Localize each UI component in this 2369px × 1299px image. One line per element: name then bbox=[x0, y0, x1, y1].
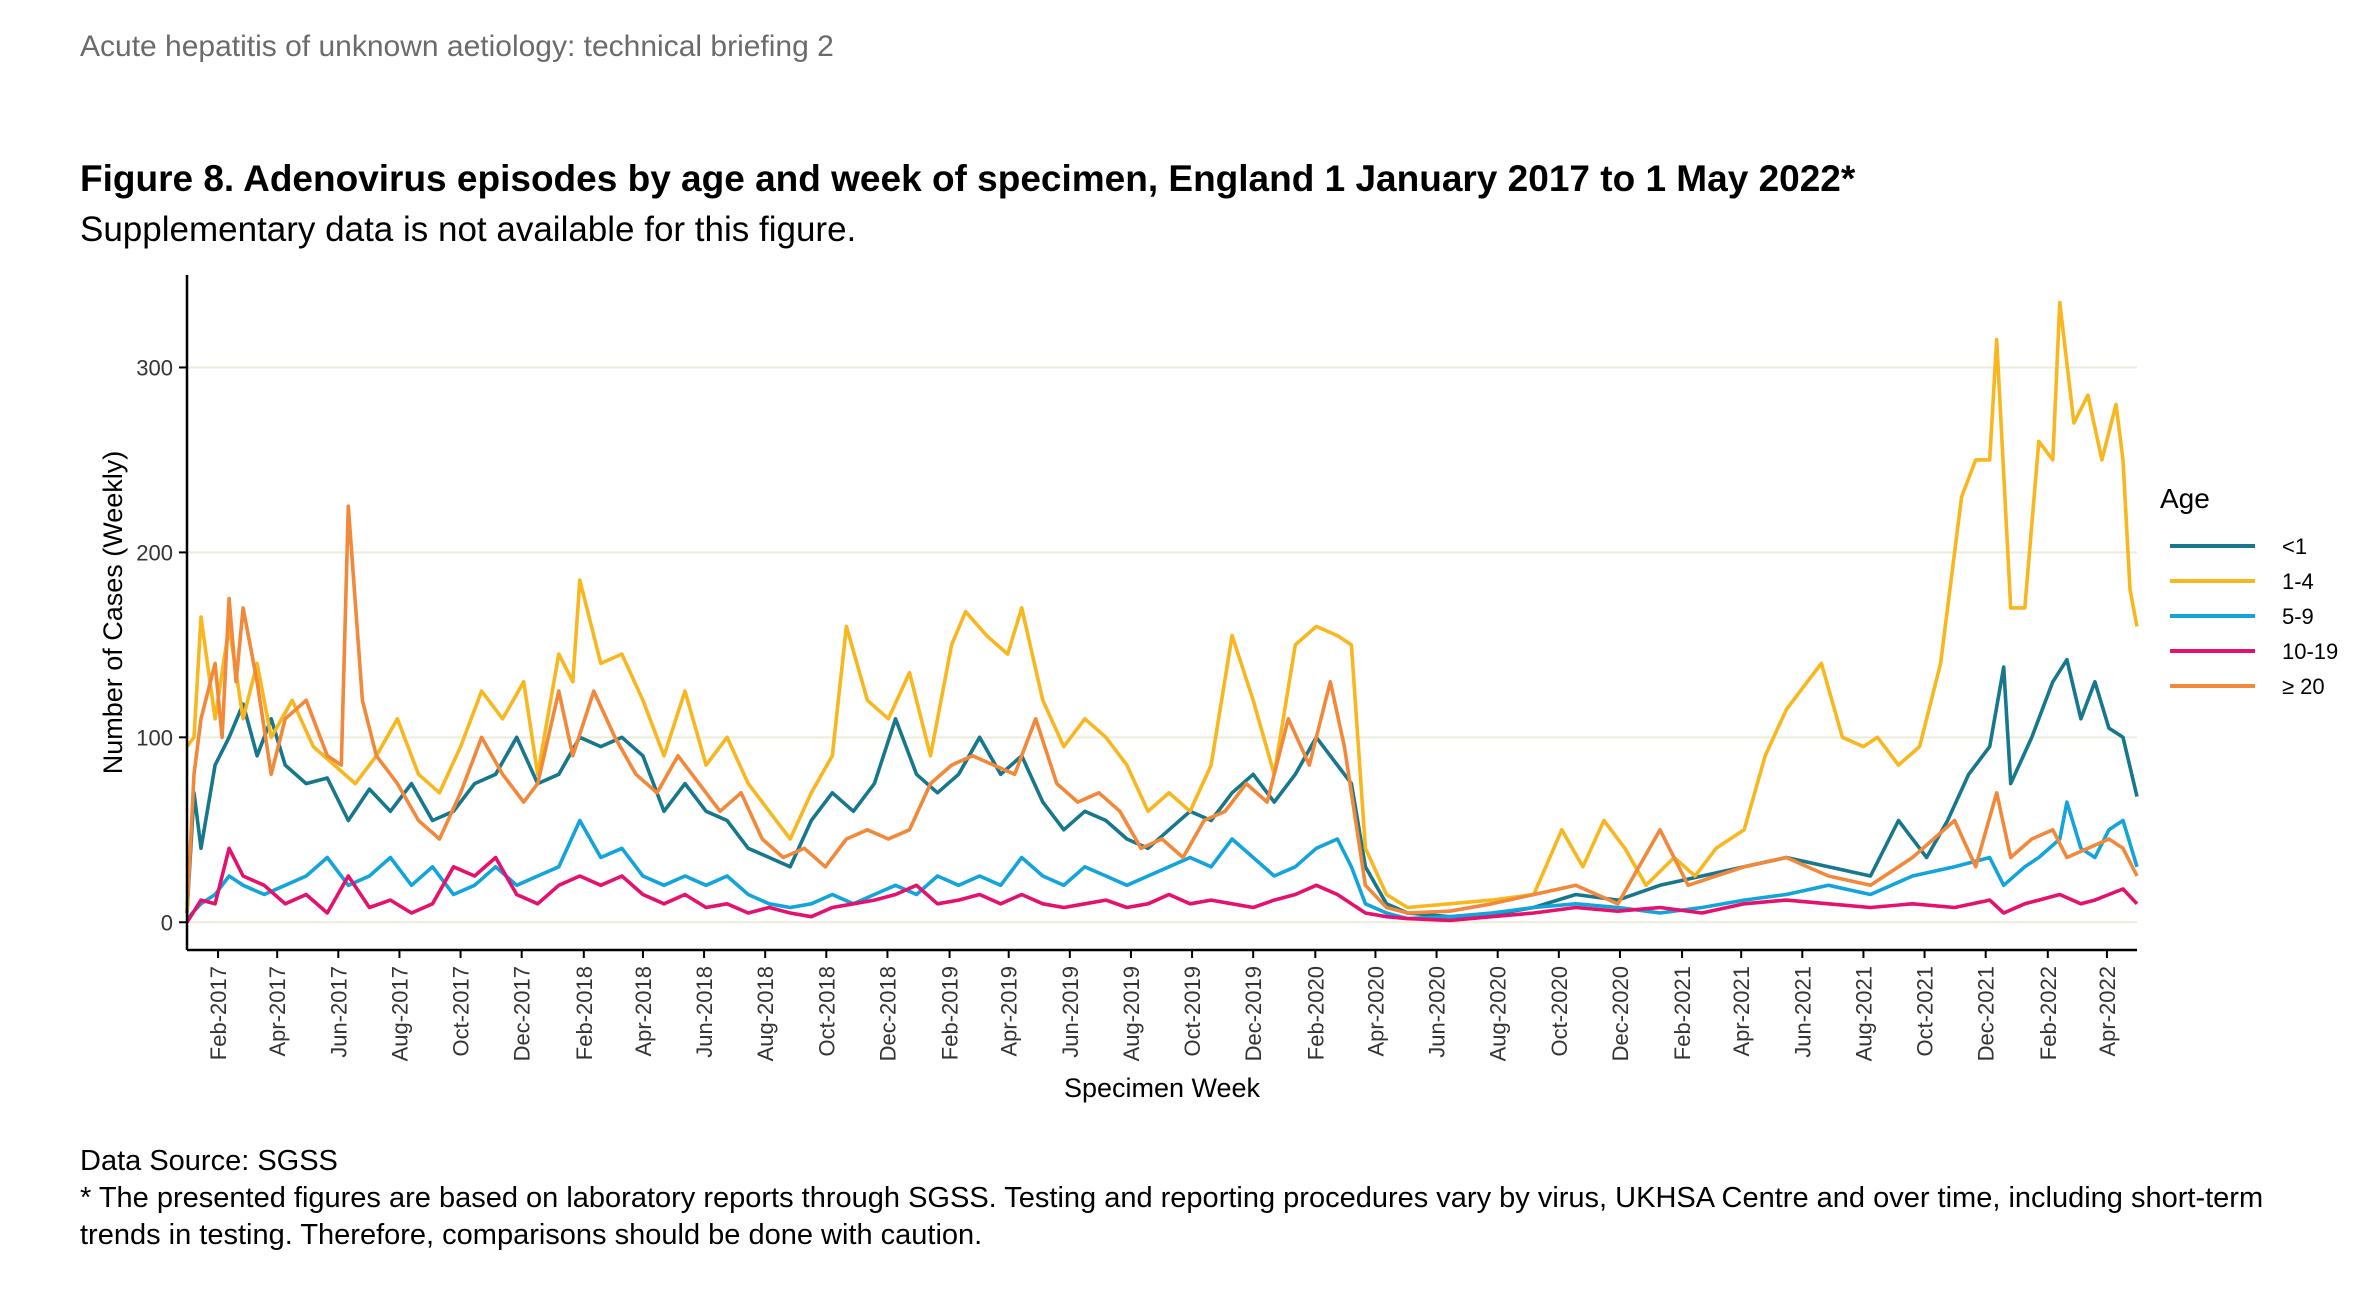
x-tick-label: Aug-2017 bbox=[387, 966, 412, 1061]
series-line-1 bbox=[185, 300, 2139, 910]
y-tick-label: 0 bbox=[161, 910, 173, 935]
x-tick-label: Feb-2019 bbox=[938, 966, 963, 1060]
x-tick-label: Oct-2021 bbox=[1913, 966, 1938, 1057]
grid-lines bbox=[187, 366, 2137, 924]
x-tick-label: Feb-2018 bbox=[572, 966, 597, 1060]
x-tick-label: Dec-2020 bbox=[1608, 966, 1633, 1061]
x-tick-label: Jun-2018 bbox=[692, 966, 717, 1058]
legend: Age <1 1-4 5-9 10-19 ≥ 20 bbox=[2160, 483, 2338, 699]
footnote: * The presented figures are based on lab… bbox=[80, 1182, 2264, 1251]
series-line-2 bbox=[185, 800, 2139, 921]
x-tick-label: Aug-2019 bbox=[1119, 966, 1144, 1061]
x-tick-label: Feb-2017 bbox=[206, 966, 231, 1060]
x-tick-label: Feb-2022 bbox=[2036, 966, 2061, 1060]
x-tick-label: Oct-2018 bbox=[814, 966, 839, 1057]
figure-footer: Data Source: SGSS * The presented figure… bbox=[80, 1143, 2340, 1254]
legend-label: ≥ 20 bbox=[2282, 674, 2325, 699]
x-tick-label: Oct-2020 bbox=[1547, 966, 1572, 1057]
series-line-0 bbox=[185, 657, 2139, 919]
x-tick-label: Jun-2021 bbox=[1790, 966, 1815, 1058]
legend-label: 1-4 bbox=[2282, 569, 2314, 594]
running-header: Acute hepatitis of unknown aetiology: te… bbox=[80, 30, 834, 63]
y-tick-label: 200 bbox=[136, 540, 173, 565]
x-tick-label: Apr-2018 bbox=[631, 966, 656, 1057]
axes: 0 100 200 300 Feb-2017 Apr-2017 Jun-2017 Aug-20… bbox=[98, 275, 2137, 1103]
x-tick-label: Feb-2020 bbox=[1303, 966, 1328, 1060]
legend-label: <1 bbox=[2282, 534, 2307, 559]
x-tick-label: Dec-2018 bbox=[875, 966, 900, 1061]
x-tick-label: Oct-2019 bbox=[1180, 966, 1205, 1057]
legend-label: 5-9 bbox=[2282, 604, 2314, 629]
x-tick-label: Aug-2018 bbox=[753, 966, 778, 1061]
x-tick-label: Jun-2020 bbox=[1425, 966, 1450, 1058]
x-tick-label: Dec-2019 bbox=[1241, 966, 1266, 1061]
x-tick-label: Apr-2017 bbox=[265, 966, 290, 1057]
legend-title: Age bbox=[2160, 483, 2210, 514]
x-tick-label: Feb-2021 bbox=[1670, 966, 1695, 1060]
x-tick-label: Jun-2017 bbox=[326, 966, 351, 1058]
figure-title: Figure 8. Adenovirus episodes by age and… bbox=[80, 158, 1856, 199]
data-source: Data Source: SGSS bbox=[80, 1145, 338, 1177]
y-tick-label: 100 bbox=[136, 725, 173, 750]
series-line-3 bbox=[185, 846, 2139, 924]
figure-subtitle: Supplementary data is not available for … bbox=[80, 210, 857, 249]
x-tick-label: Dec-2017 bbox=[510, 966, 535, 1061]
x-tick-label: Apr-2020 bbox=[1363, 966, 1388, 1057]
x-tick-label: Apr-2019 bbox=[997, 966, 1022, 1057]
series-lines bbox=[185, 300, 2139, 924]
legend-label: 10-19 bbox=[2282, 639, 2338, 664]
x-tick-label: Aug-2021 bbox=[1851, 966, 1876, 1061]
x-tick-label: Apr-2021 bbox=[1729, 966, 1754, 1057]
y-tick-label: 300 bbox=[136, 355, 173, 380]
series-line-4 bbox=[185, 504, 2139, 915]
x-tick-label: Apr-2022 bbox=[2095, 966, 2120, 1057]
x-tick-label: Dec-2021 bbox=[1974, 966, 1999, 1061]
x-tick-label: Aug-2020 bbox=[1486, 966, 1511, 1061]
x-tick-label: Jun-2019 bbox=[1058, 966, 1083, 1058]
x-axis-title: Specimen Week bbox=[1064, 1073, 1261, 1103]
x-tick-label: Oct-2017 bbox=[449, 966, 474, 1057]
y-axis-title: Number of Cases (Weekly) bbox=[98, 451, 128, 775]
